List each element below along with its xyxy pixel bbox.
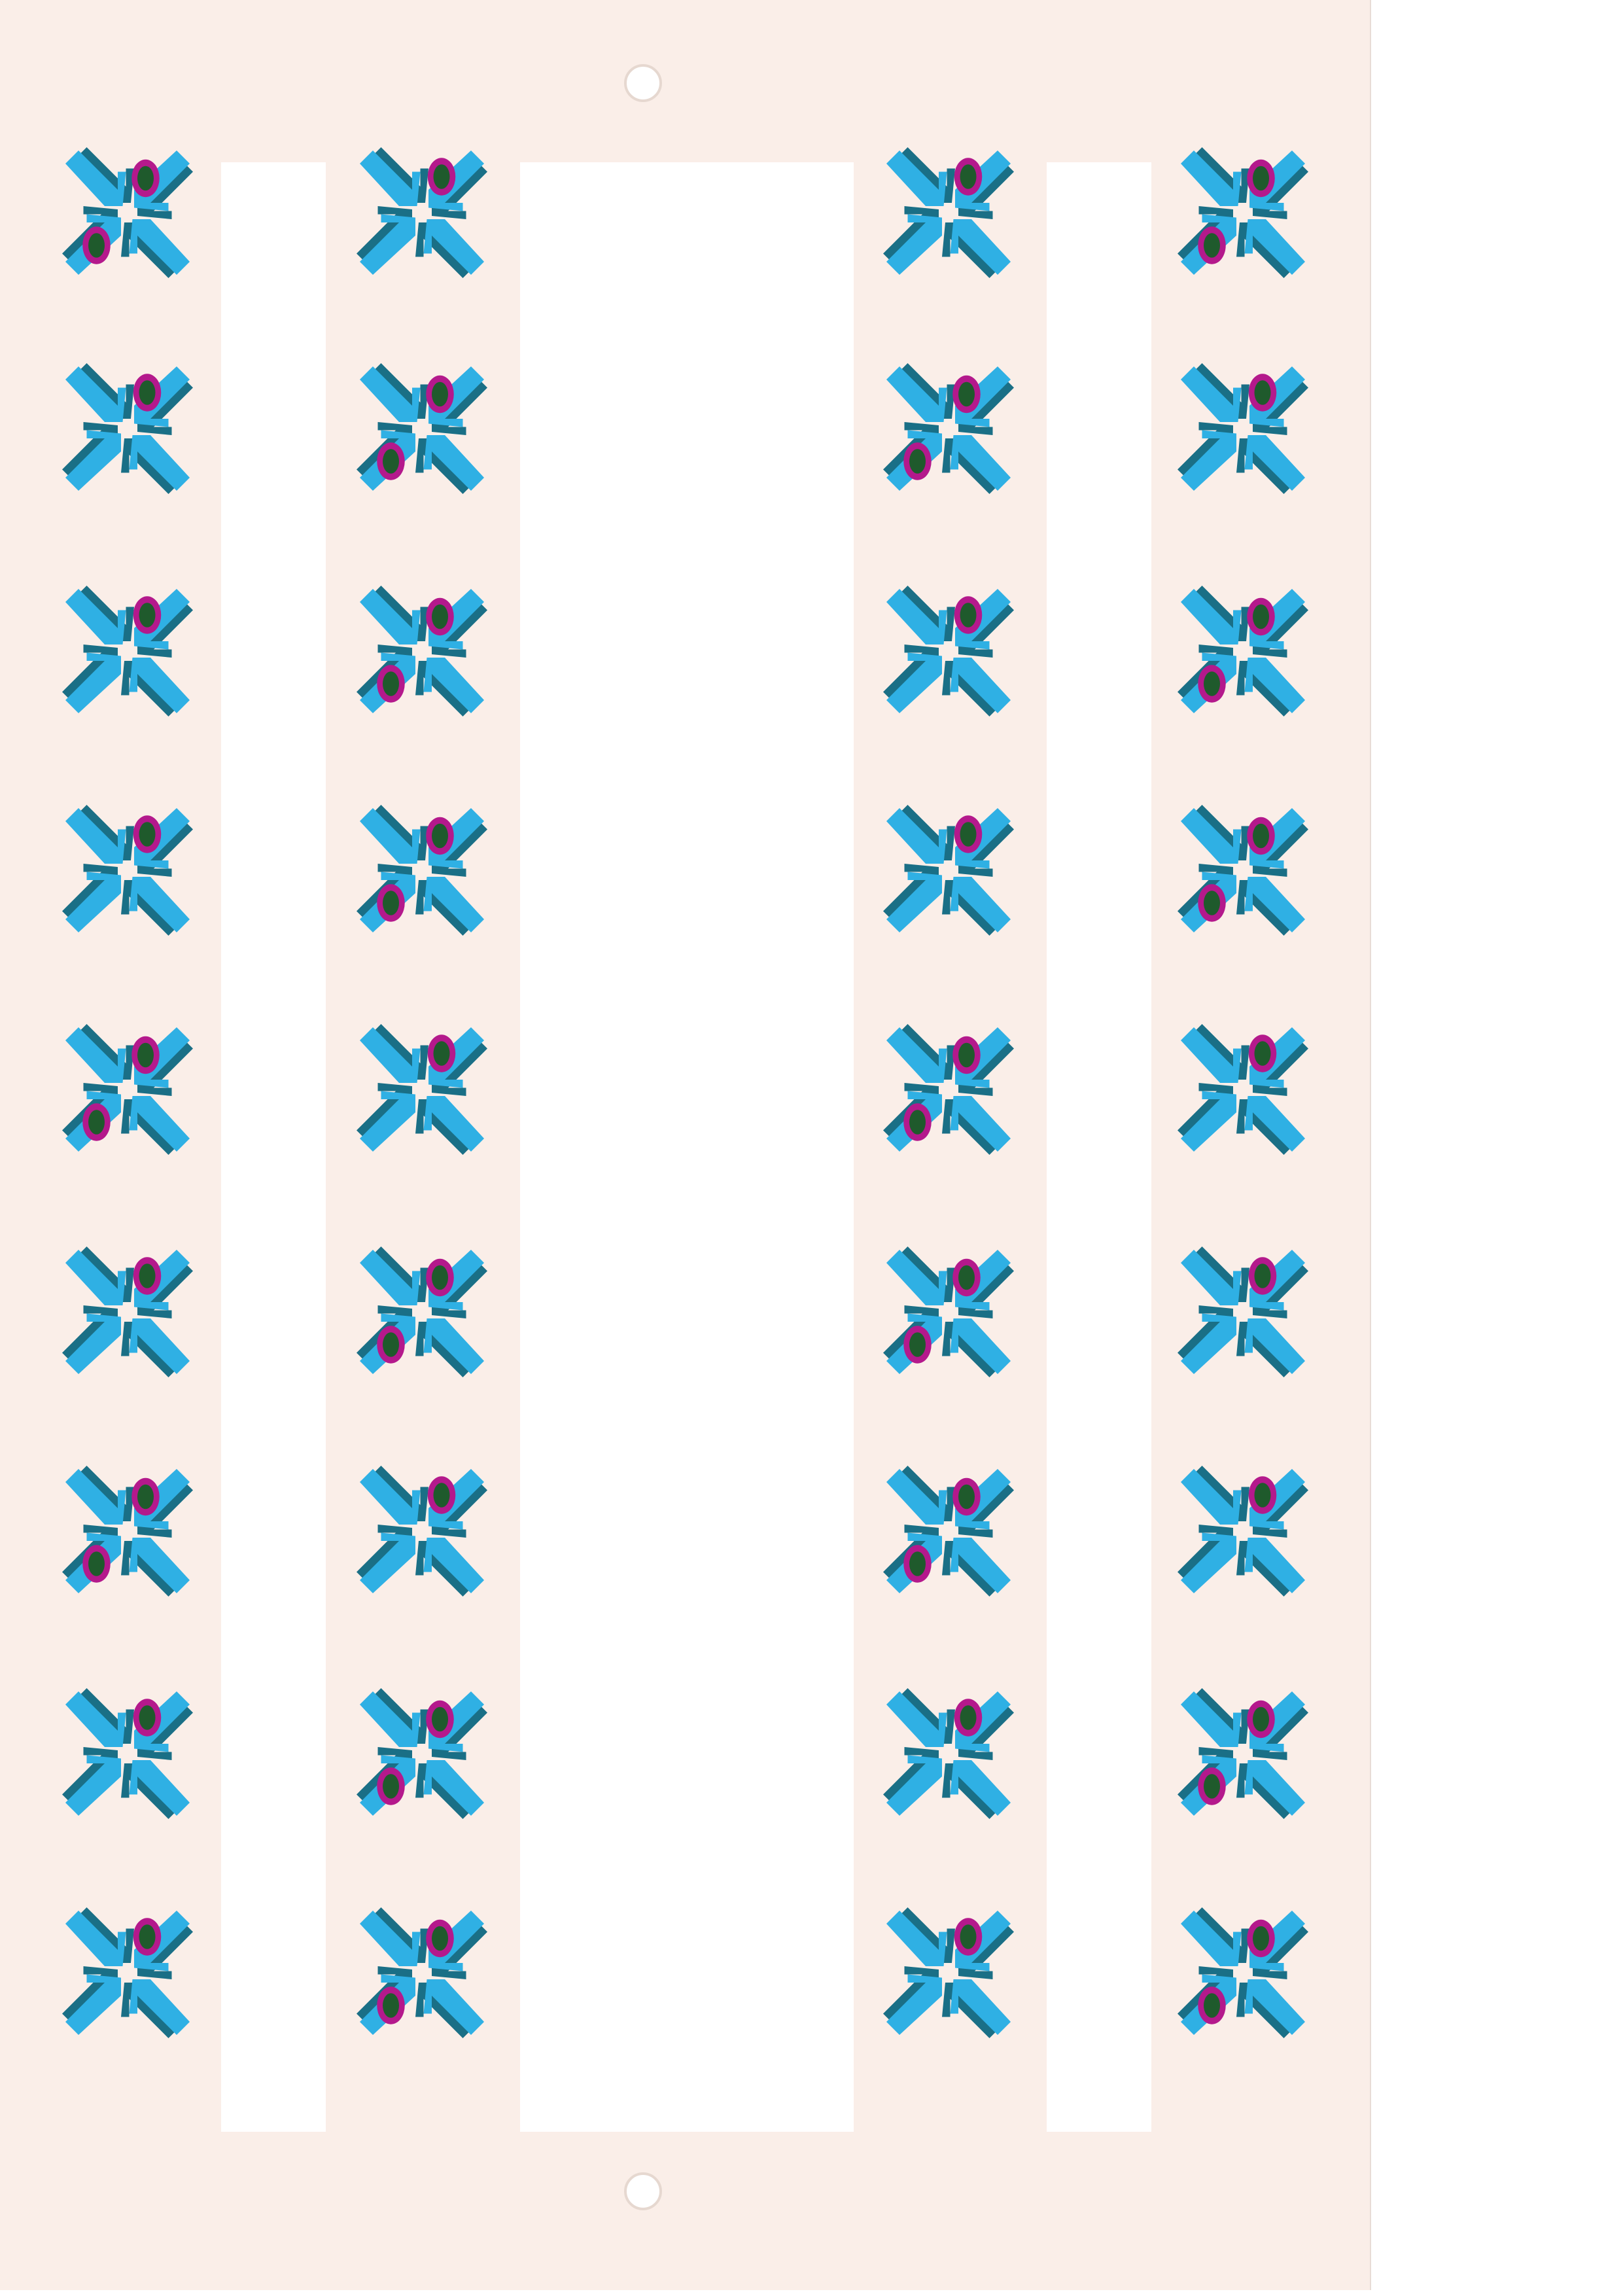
crossed-arrows-symbol (340, 347, 504, 510)
crossed-arrows-symbol (46, 1449, 209, 1613)
crossed-arrows-symbol (340, 131, 504, 294)
punch-hole-bottom (624, 2172, 662, 2210)
crossed-arrows-symbol (1161, 569, 1325, 733)
crossed-arrows-symbol (46, 131, 209, 294)
crossed-arrows-symbol (867, 131, 1030, 294)
crossed-arrows-symbol (867, 1230, 1030, 1394)
crossed-arrows-symbol (46, 788, 209, 952)
crossed-arrows-symbol (46, 1230, 209, 1394)
crossed-arrows-symbol (340, 788, 504, 952)
crossed-arrows-symbol (867, 569, 1030, 733)
crossed-arrows-symbol (1161, 1230, 1325, 1394)
crossed-arrows-symbol (1161, 1449, 1325, 1613)
crossed-arrows-symbol (340, 1672, 504, 1835)
crossed-arrows-symbol (867, 788, 1030, 952)
crossed-arrows-symbol (46, 1891, 209, 2055)
crossed-arrows-symbol (340, 1449, 504, 1613)
crossed-arrows-symbol (1161, 1672, 1325, 1835)
cutout-left (221, 162, 326, 2132)
crossed-arrows-symbol (867, 1449, 1030, 1613)
crossed-arrows-symbol (1161, 788, 1325, 952)
label-sheet-card (0, 0, 1371, 2290)
crossed-arrows-symbol (340, 1891, 504, 2055)
crossed-arrows-symbol (1161, 1008, 1325, 1171)
crossed-arrows-symbol (46, 569, 209, 733)
crossed-arrows-symbol (46, 1008, 209, 1171)
crossed-arrows-symbol (1161, 1891, 1325, 2055)
crossed-arrows-symbol (867, 1008, 1030, 1171)
punch-hole-top (624, 64, 662, 102)
crossed-arrows-symbol (340, 1230, 504, 1394)
cutout-right (1047, 162, 1151, 2132)
crossed-arrows-symbol (867, 1672, 1030, 1835)
crossed-arrows-symbol (1161, 347, 1325, 510)
cutout-center (520, 162, 854, 2132)
crossed-arrows-symbol (46, 1672, 209, 1835)
crossed-arrows-symbol (46, 347, 209, 510)
crossed-arrows-symbol (1161, 131, 1325, 294)
crossed-arrows-symbol (340, 1008, 504, 1171)
crossed-arrows-symbol (867, 1891, 1030, 2055)
crossed-arrows-symbol (867, 347, 1030, 510)
crossed-arrows-symbol (340, 569, 504, 733)
